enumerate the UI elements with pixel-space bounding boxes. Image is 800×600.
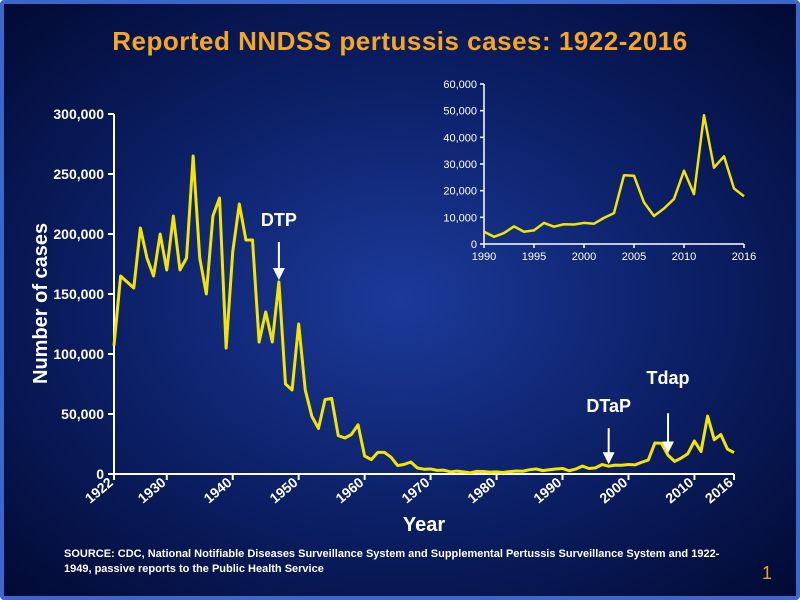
svg-text:1980: 1980 xyxy=(464,474,498,506)
svg-text:40,000: 40,000 xyxy=(443,132,477,144)
source-citation: SOURCE: CDC, National Notifiable Disease… xyxy=(64,547,726,576)
svg-text:2010: 2010 xyxy=(672,251,696,263)
inset-chart: 0 10,000 20,000 30,000 40,000 50,000 60,000 199… xyxy=(4,4,800,304)
annotation-dtap: DTaP xyxy=(569,396,649,417)
svg-text:2000: 2000 xyxy=(596,474,630,506)
svg-text:1940: 1940 xyxy=(201,474,235,506)
svg-text:1995: 1995 xyxy=(522,251,546,263)
svg-text:60,000: 60,000 xyxy=(443,79,477,91)
svg-text:30,000: 30,000 xyxy=(443,159,477,171)
svg-text:2016: 2016 xyxy=(732,251,756,263)
x-axis-label: Year xyxy=(114,514,734,537)
svg-text:20,000: 20,000 xyxy=(443,186,477,198)
svg-text:2016: 2016 xyxy=(702,474,736,506)
svg-text:2000: 2000 xyxy=(572,251,596,263)
svg-text:1970: 1970 xyxy=(398,474,432,506)
annotation-tdap: Tdap xyxy=(628,368,708,389)
svg-text:1990: 1990 xyxy=(472,251,496,263)
svg-text:1990: 1990 xyxy=(530,474,564,506)
svg-text:1950: 1950 xyxy=(266,474,300,506)
svg-text:100,000: 100,000 xyxy=(53,346,104,362)
svg-text:50,000: 50,000 xyxy=(61,406,104,422)
svg-text:2005: 2005 xyxy=(622,251,646,263)
svg-text:1960: 1960 xyxy=(332,474,366,506)
svg-text:1930: 1930 xyxy=(135,474,169,506)
annotation-dtp: DTP xyxy=(239,210,319,231)
svg-text:10,000: 10,000 xyxy=(443,212,477,224)
svg-text:50,000: 50,000 xyxy=(443,106,477,118)
y-axis-label: Number of cases xyxy=(30,223,53,384)
page-number: 1 xyxy=(762,563,772,584)
svg-text:1922: 1922 xyxy=(82,474,116,506)
svg-text:0: 0 xyxy=(471,239,477,251)
slide: { "title": "Reported NNDSS pertussis cas… xyxy=(0,0,800,600)
svg-text:2010: 2010 xyxy=(662,474,696,506)
